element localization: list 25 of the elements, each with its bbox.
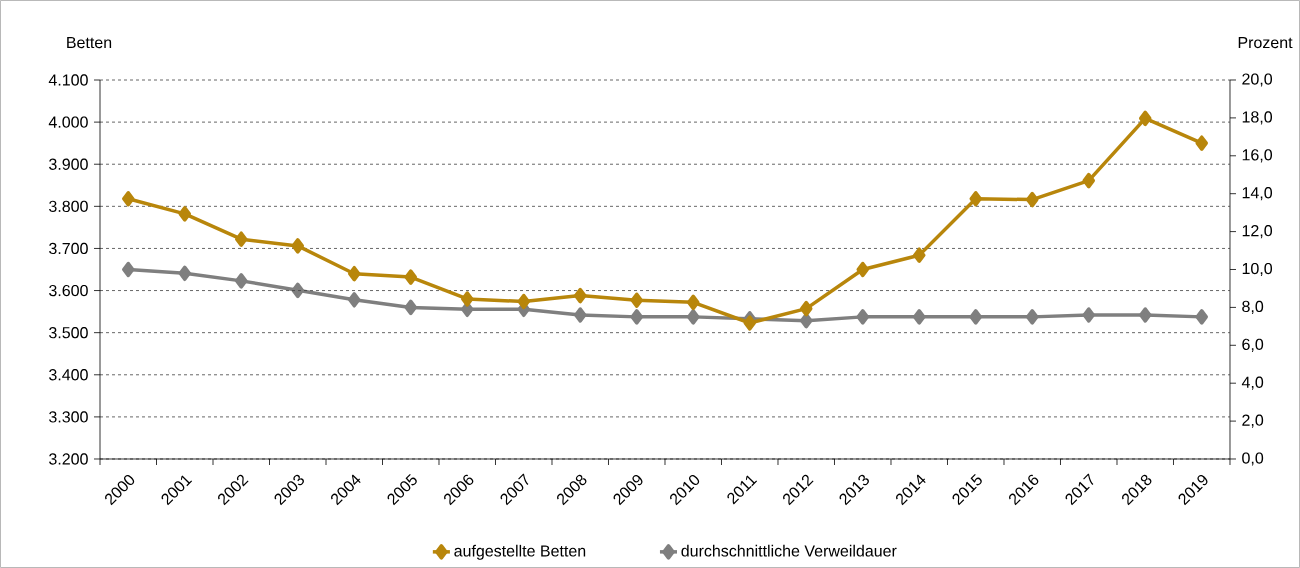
y2-tick-label: 20,0 xyxy=(1242,73,1273,87)
y2-tick-label: 18,0 xyxy=(1242,111,1273,125)
y-tick-label: 3.200 xyxy=(49,453,88,465)
y2-tick-label: 4,0 xyxy=(1241,376,1264,390)
y2-tick-label: 10,0 xyxy=(1242,262,1273,277)
y-tick-label: 3.500 xyxy=(49,327,88,339)
legend-label: aufgestellte Betten xyxy=(454,544,586,560)
y2-axis-title: Prozent xyxy=(1238,36,1293,49)
legend-label: durchschnittliche Verweildauer xyxy=(681,544,897,557)
y-tick-label: 3.300 xyxy=(49,411,88,423)
y2-tick-label: 8,0 xyxy=(1242,300,1264,314)
y2-tick-label: 0,0 xyxy=(1242,452,1264,466)
y-axis-title: Betten xyxy=(67,36,112,49)
y2-tick-label: 12,0 xyxy=(1242,224,1273,239)
y2-tick-label: 6,0 xyxy=(1242,338,1264,352)
y2-tick-label: 14,0 xyxy=(1242,187,1273,201)
y-tick-label: 4.000 xyxy=(48,116,88,128)
y-tick-label: 4.100 xyxy=(48,74,88,86)
y2-tick-label: 2,0 xyxy=(1242,414,1264,428)
y2-tick-label: 16,0 xyxy=(1242,149,1273,163)
y-tick-label: 3.600 xyxy=(49,284,88,297)
y-tick-label: 3.700 xyxy=(49,242,88,255)
y-tick-label: 3.900 xyxy=(49,158,88,170)
y-tick-label: 3.400 xyxy=(49,369,88,381)
y-tick-label: 3.800 xyxy=(49,200,88,212)
